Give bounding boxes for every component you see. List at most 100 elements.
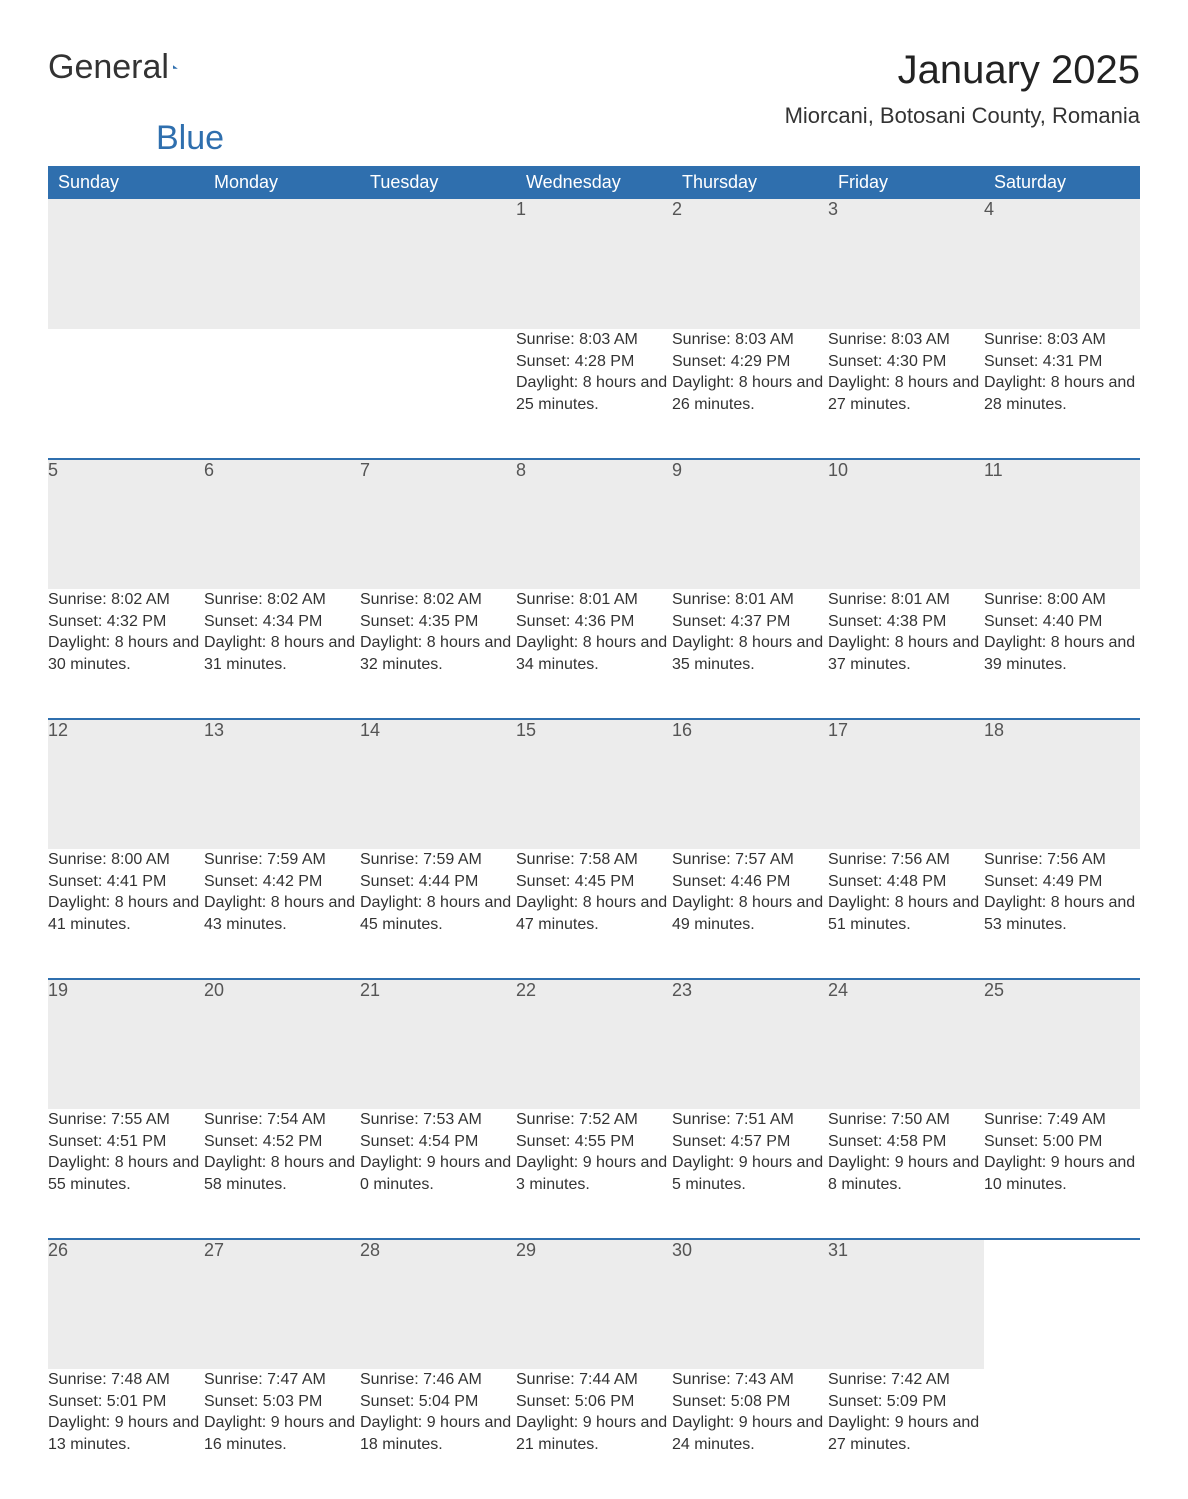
sunset-line: Sunset: 5:09 PM [828, 1391, 984, 1413]
daylight-line: Daylight: 8 hours and 41 minutes. [48, 892, 204, 935]
daylight-line: Daylight: 8 hours and 27 minutes. [828, 372, 984, 415]
sunrise-line: Sunrise: 7:54 AM [204, 1109, 360, 1131]
sunrise-line: Sunrise: 8:02 AM [48, 589, 204, 611]
day-body-row: Sunrise: 8:03 AMSunset: 4:28 PMDaylight:… [48, 329, 1140, 459]
day-body-cell: Sunrise: 8:03 AMSunset: 4:29 PMDaylight:… [672, 329, 828, 459]
sunrise-line: Sunrise: 7:48 AM [48, 1369, 204, 1391]
daylight-line: Daylight: 8 hours and 31 minutes. [204, 632, 360, 675]
sunrise-line: Sunrise: 7:59 AM [204, 849, 360, 871]
day-body-cell: Sunrise: 7:56 AMSunset: 4:48 PMDaylight:… [828, 849, 984, 979]
day-body-cell: Sunrise: 8:01 AMSunset: 4:36 PMDaylight:… [516, 589, 672, 719]
day-body-cell: Sunrise: 8:00 AMSunset: 4:40 PMDaylight:… [984, 589, 1140, 719]
day-body-cell [204, 329, 360, 459]
day-body-cell [360, 329, 516, 459]
sunset-line: Sunset: 4:58 PM [828, 1131, 984, 1153]
sunset-line: Sunset: 4:57 PM [672, 1131, 828, 1153]
sunset-line: Sunset: 4:42 PM [204, 871, 360, 893]
daylight-line: Daylight: 8 hours and 39 minutes. [984, 632, 1140, 675]
day-number-row: 19202122232425 [48, 979, 1140, 1109]
daylight-line: Daylight: 8 hours and 28 minutes. [984, 372, 1140, 415]
daylight-line: Daylight: 8 hours and 55 minutes. [48, 1152, 204, 1195]
sunrise-line: Sunrise: 7:42 AM [828, 1369, 984, 1391]
day-number-cell: 9 [672, 459, 828, 589]
daylight-line: Daylight: 8 hours and 30 minutes. [48, 632, 204, 675]
sunset-line: Sunset: 5:06 PM [516, 1391, 672, 1413]
weekday-header: Sunday [48, 166, 204, 199]
sunrise-line: Sunrise: 7:44 AM [516, 1369, 672, 1391]
logo-word1: General [48, 48, 169, 87]
day-body-cell: Sunrise: 7:47 AMSunset: 5:03 PMDaylight:… [204, 1369, 360, 1499]
day-body-cell: Sunrise: 8:02 AMSunset: 4:34 PMDaylight:… [204, 589, 360, 719]
day-number-cell: 25 [984, 979, 1140, 1109]
daylight-line: Daylight: 8 hours and 53 minutes. [984, 892, 1140, 935]
daylight-line: Daylight: 8 hours and 49 minutes. [672, 892, 828, 935]
day-number-cell: 30 [672, 1239, 828, 1369]
sunset-line: Sunset: 4:32 PM [48, 611, 204, 633]
sunset-line: Sunset: 4:55 PM [516, 1131, 672, 1153]
daylight-line: Daylight: 8 hours and 58 minutes. [204, 1152, 360, 1195]
sunrise-line: Sunrise: 7:55 AM [48, 1109, 204, 1131]
sunset-line: Sunset: 5:04 PM [360, 1391, 516, 1413]
day-body-cell: Sunrise: 7:52 AMSunset: 4:55 PMDaylight:… [516, 1109, 672, 1239]
day-body-cell: Sunrise: 8:00 AMSunset: 4:41 PMDaylight:… [48, 849, 204, 979]
weekday-header: Monday [204, 166, 360, 199]
sunrise-line: Sunrise: 7:58 AM [516, 849, 672, 871]
day-body-row: Sunrise: 8:02 AMSunset: 4:32 PMDaylight:… [48, 589, 1140, 719]
day-number-cell: 24 [828, 979, 984, 1109]
day-body-cell: Sunrise: 7:55 AMSunset: 4:51 PMDaylight:… [48, 1109, 204, 1239]
day-number-cell: 4 [984, 199, 1140, 329]
day-number-cell: 31 [828, 1239, 984, 1369]
sunset-line: Sunset: 4:31 PM [984, 351, 1140, 373]
day-number-row: 567891011 [48, 459, 1140, 589]
daylight-line: Daylight: 9 hours and 13 minutes. [48, 1412, 204, 1455]
day-number-cell [360, 199, 516, 329]
sunrise-line: Sunrise: 7:49 AM [984, 1109, 1140, 1131]
sunrise-line: Sunrise: 7:53 AM [360, 1109, 516, 1131]
location: Miorcani, Botosani County, Romania [785, 103, 1140, 129]
sunrise-line: Sunrise: 8:03 AM [828, 329, 984, 351]
sunrise-line: Sunrise: 8:00 AM [984, 589, 1140, 611]
weekday-header: Thursday [672, 166, 828, 199]
day-number-cell: 14 [360, 719, 516, 849]
daylight-line: Daylight: 8 hours and 34 minutes. [516, 632, 672, 675]
day-body-row: Sunrise: 8:00 AMSunset: 4:41 PMDaylight:… [48, 849, 1140, 979]
daylight-line: Daylight: 9 hours and 8 minutes. [828, 1152, 984, 1195]
sunrise-line: Sunrise: 8:00 AM [48, 849, 204, 871]
day-body-cell: Sunrise: 8:02 AMSunset: 4:32 PMDaylight:… [48, 589, 204, 719]
sunset-line: Sunset: 4:46 PM [672, 871, 828, 893]
sunrise-line: Sunrise: 7:56 AM [828, 849, 984, 871]
day-body-cell: Sunrise: 7:42 AMSunset: 5:09 PMDaylight:… [828, 1369, 984, 1499]
day-number-cell: 11 [984, 459, 1140, 589]
day-body-cell: Sunrise: 8:01 AMSunset: 4:37 PMDaylight:… [672, 589, 828, 719]
sunset-line: Sunset: 4:52 PM [204, 1131, 360, 1153]
sunset-line: Sunset: 4:38 PM [828, 611, 984, 633]
day-body-cell: Sunrise: 7:57 AMSunset: 4:46 PMDaylight:… [672, 849, 828, 979]
sunset-line: Sunset: 4:44 PM [360, 871, 516, 893]
weekday-header: Friday [828, 166, 984, 199]
day-body-cell: Sunrise: 7:59 AMSunset: 4:44 PMDaylight:… [360, 849, 516, 979]
calendar-table: SundayMondayTuesdayWednesdayThursdayFrid… [48, 166, 1140, 1499]
day-body-cell: Sunrise: 7:49 AMSunset: 5:00 PMDaylight:… [984, 1109, 1140, 1239]
sunrise-line: Sunrise: 8:01 AM [516, 589, 672, 611]
day-body-cell: Sunrise: 7:53 AMSunset: 4:54 PMDaylight:… [360, 1109, 516, 1239]
sunrise-line: Sunrise: 8:03 AM [672, 329, 828, 351]
day-body-cell: Sunrise: 8:03 AMSunset: 4:30 PMDaylight:… [828, 329, 984, 459]
day-number-cell: 7 [360, 459, 516, 589]
daylight-line: Daylight: 8 hours and 25 minutes. [516, 372, 672, 415]
day-body-cell: Sunrise: 7:48 AMSunset: 5:01 PMDaylight:… [48, 1369, 204, 1499]
logo-flag-icon [173, 56, 178, 78]
sunset-line: Sunset: 4:49 PM [984, 871, 1140, 893]
day-body-cell: Sunrise: 7:54 AMSunset: 4:52 PMDaylight:… [204, 1109, 360, 1239]
day-body-cell: Sunrise: 7:51 AMSunset: 4:57 PMDaylight:… [672, 1109, 828, 1239]
day-number-cell: 23 [672, 979, 828, 1109]
sunset-line: Sunset: 5:08 PM [672, 1391, 828, 1413]
title-block: January 2025 Miorcani, Botosani County, … [785, 48, 1140, 145]
day-number-cell: 16 [672, 719, 828, 849]
day-number-cell: 26 [48, 1239, 204, 1369]
sunrise-line: Sunrise: 7:50 AM [828, 1109, 984, 1131]
weekday-header: Saturday [984, 166, 1140, 199]
sunrise-line: Sunrise: 7:51 AM [672, 1109, 828, 1131]
day-number-cell: 5 [48, 459, 204, 589]
sunrise-line: Sunrise: 8:02 AM [204, 589, 360, 611]
sunrise-line: Sunrise: 8:03 AM [516, 329, 672, 351]
